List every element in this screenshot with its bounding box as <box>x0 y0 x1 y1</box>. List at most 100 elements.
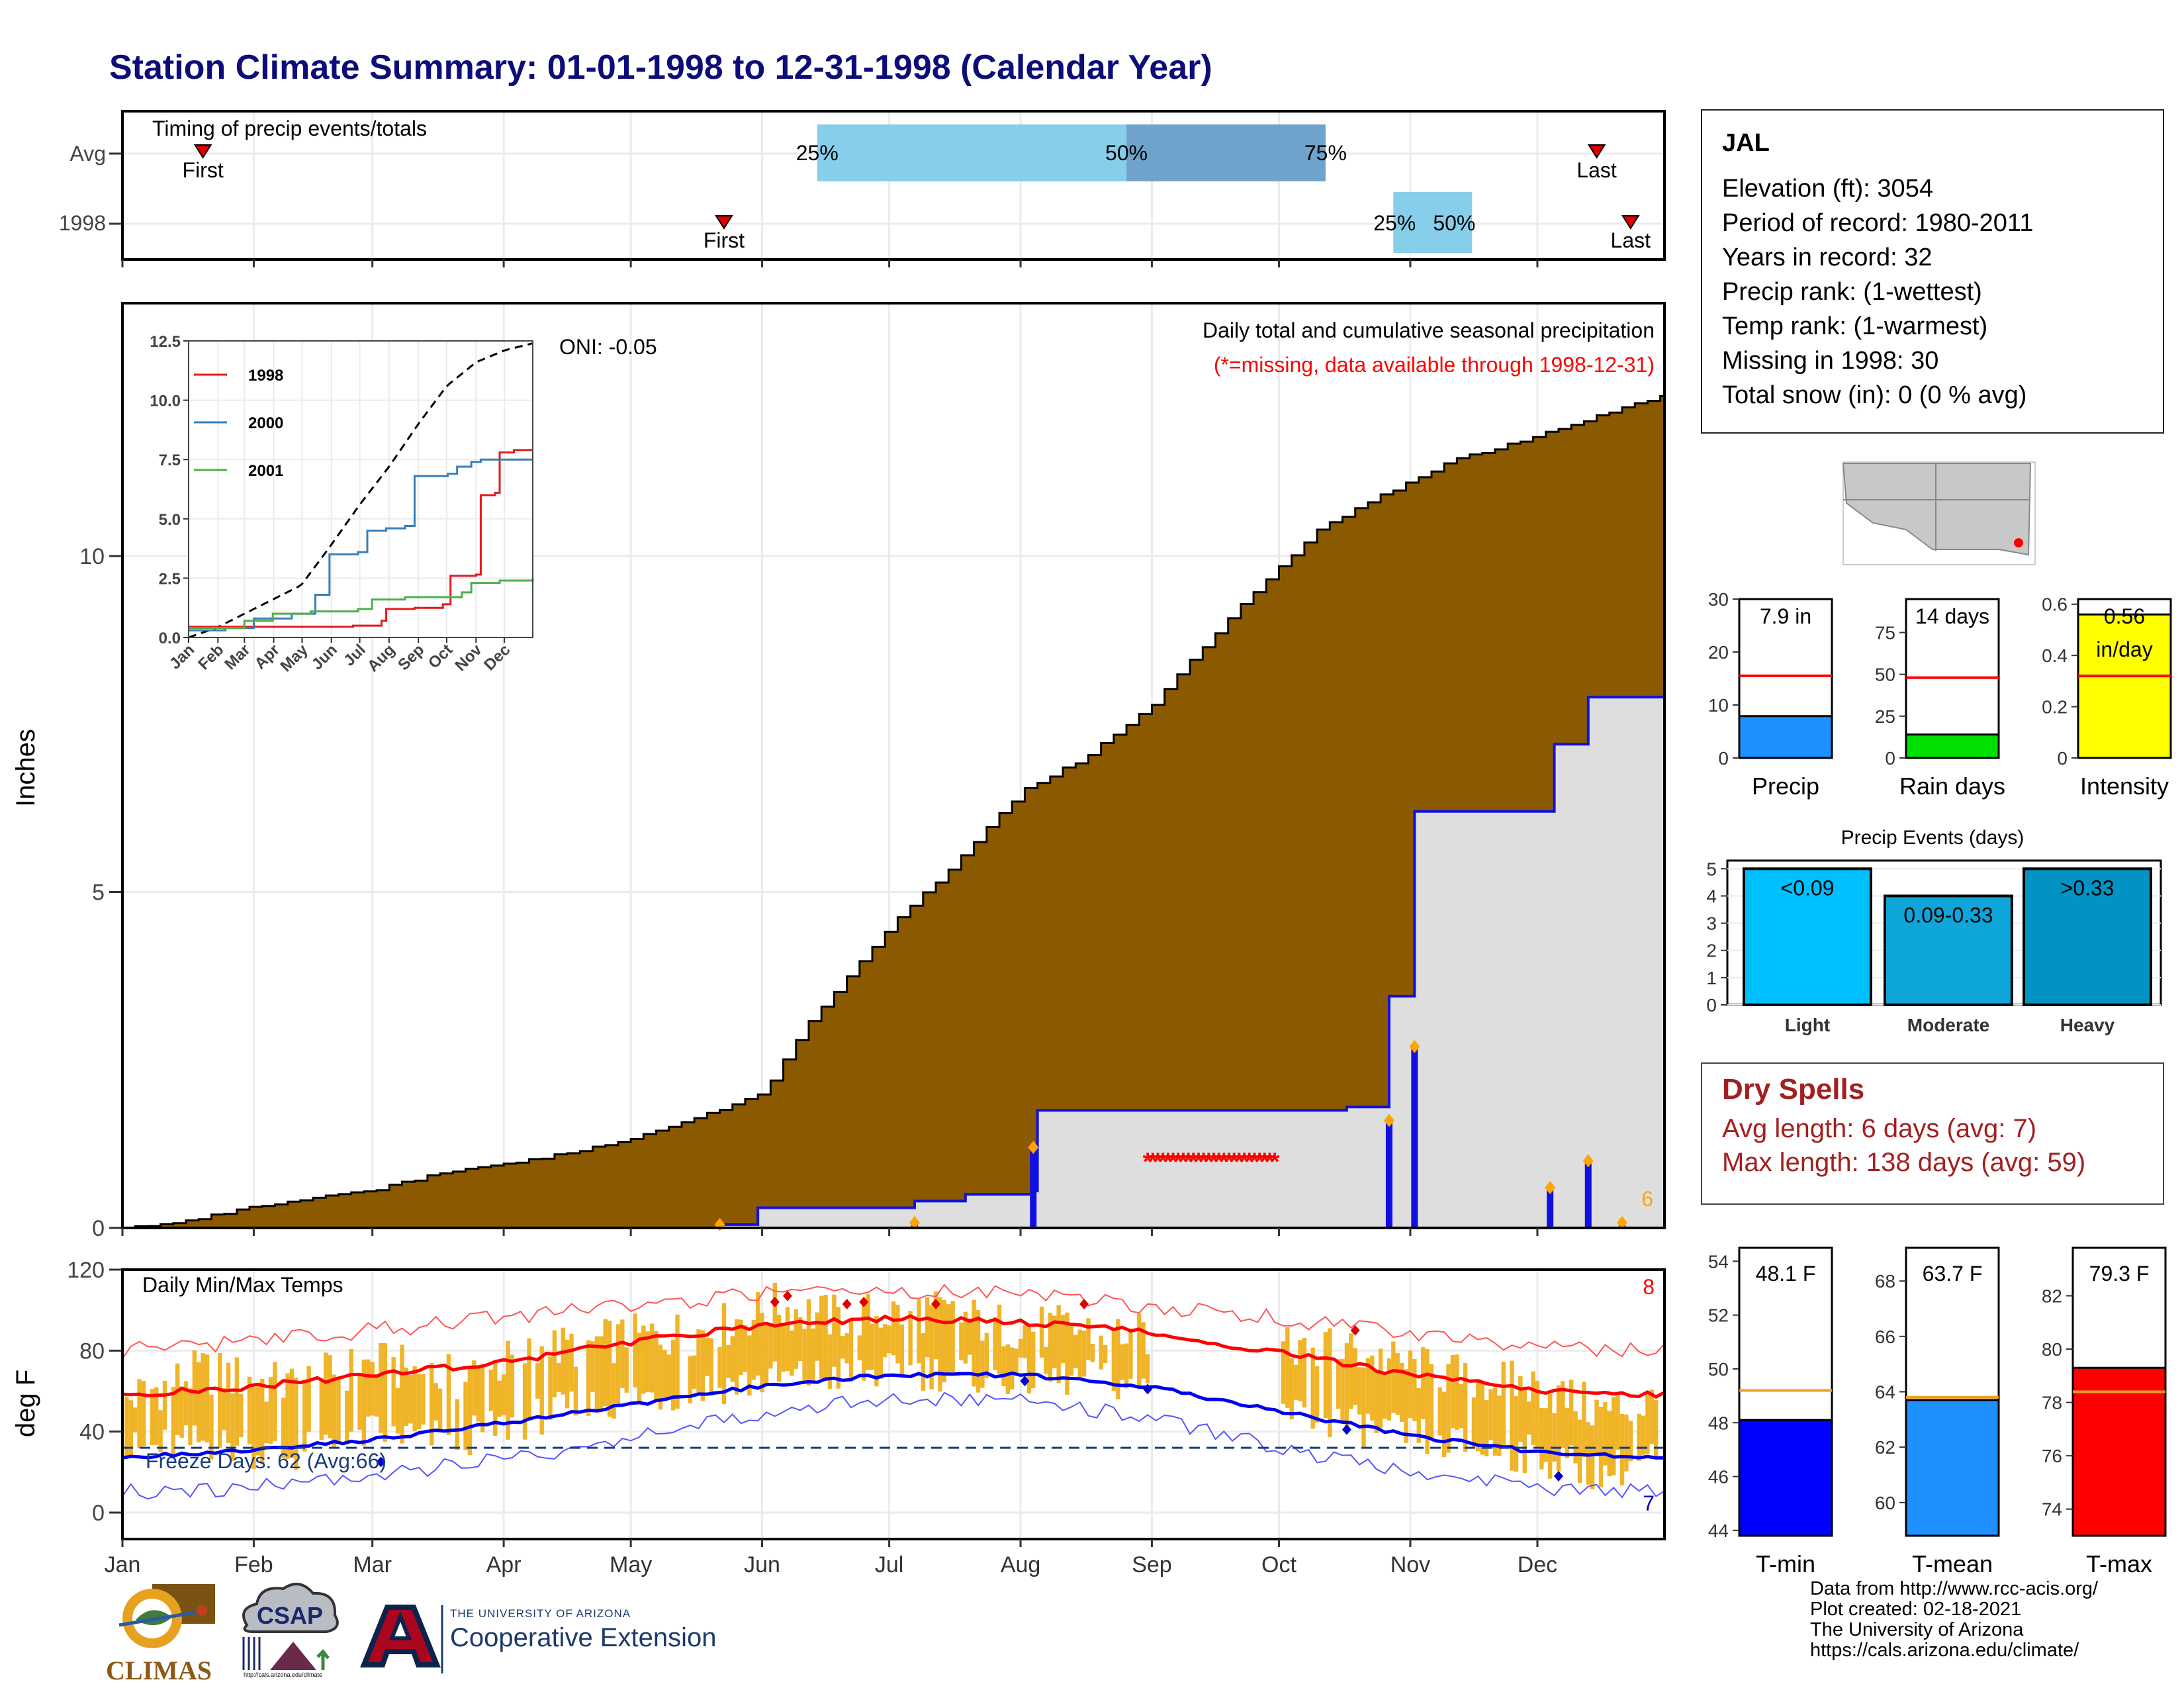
temp-ytick-label: 82 <box>2042 1286 2062 1307</box>
daily-temp-range-bar <box>361 1359 367 1446</box>
daily-temp-range-bar <box>264 1401 269 1444</box>
inset-ytick-label: 5.0 <box>159 511 181 529</box>
daily-temp-range-bar <box>1450 1354 1455 1429</box>
year-first-marker <box>715 215 733 230</box>
daily-temp-range-bar <box>984 1333 989 1378</box>
inset-border <box>188 340 533 638</box>
daily-temp-range-bar <box>416 1374 422 1429</box>
year-first-label: First <box>704 228 745 252</box>
station-line-years: Years in record: 32 <box>1722 244 1933 271</box>
temp-ytick-label: 54 <box>1708 1251 1729 1272</box>
daily-temp-range-bar <box>1492 1387 1498 1456</box>
daily-precip-marker <box>1409 1039 1420 1053</box>
daily-temp-range-bar <box>1387 1358 1392 1421</box>
daily-temp-range-bar <box>522 1363 527 1440</box>
missing-data-marker: * <box>1270 1149 1280 1176</box>
inset-series-line-2001 <box>189 578 534 630</box>
daily-temp-range-bar <box>1018 1338 1023 1358</box>
daily-temp-range-bar <box>827 1334 833 1389</box>
page-title: Station Climate Summary: 01-01-1998 to 1… <box>109 48 1212 87</box>
daily-temp-range-bar <box>510 1354 515 1418</box>
daily-temp-range-bar <box>670 1339 676 1411</box>
precip-ytick-label: 5 <box>92 880 105 906</box>
daily-temp-range-bar <box>870 1323 875 1370</box>
daily-temp-range-bar <box>205 1354 210 1443</box>
month-axis-label: Apr <box>486 1552 522 1577</box>
csap-text: CSAP <box>257 1602 323 1629</box>
temps-ytick-label: 0 <box>92 1501 105 1526</box>
daily-temp-range-bar <box>294 1378 298 1470</box>
temp-ytick-label: 44 <box>1708 1521 1729 1541</box>
daily-temp-range-bar <box>1023 1325 1027 1358</box>
daily-temp-range-bar <box>705 1337 709 1376</box>
freeze-days-label: Freeze Days: 62 (Avg:66) <box>146 1449 387 1473</box>
daily-temp-range-bar <box>599 1336 604 1411</box>
daily-temp-range-bar <box>721 1303 727 1405</box>
precip-stat-value: 14 days <box>1915 604 1989 628</box>
daily-temp-range-bar <box>899 1324 905 1377</box>
daily-temp-range-bar <box>878 1327 883 1379</box>
daily-temp-range-bar <box>251 1387 256 1470</box>
daily-temp-range-bar <box>230 1393 235 1461</box>
missing-data-marker: * <box>1259 1149 1269 1176</box>
daily-temp-range-bar <box>1446 1364 1451 1453</box>
temp-ytick-label: 64 <box>1875 1382 1895 1403</box>
daily-temp-range-bar <box>624 1347 629 1393</box>
daily-temp-range-bar <box>615 1324 621 1407</box>
temps-cold-count: 7 <box>1643 1491 1655 1515</box>
temp-stat-value: 63.7 F <box>1923 1262 1983 1286</box>
daily-temp-range-bar <box>1603 1401 1608 1466</box>
daily-temp-range-bar <box>324 1352 328 1435</box>
year-cumulative-precip-area <box>122 697 1664 1228</box>
avg-min-temp-line <box>122 1371 1665 1460</box>
record-high-marker <box>782 1290 792 1301</box>
daily-temp-range-bar <box>959 1322 964 1360</box>
avg-q50-q75-bar <box>1126 124 1326 181</box>
daily-temp-range-bar <box>1547 1393 1553 1479</box>
temps-ytick-label: 80 <box>79 1338 105 1364</box>
daily-temp-range-bar <box>755 1291 760 1376</box>
precip-stat-value-bar <box>1905 733 2000 759</box>
region-map-shape <box>1842 463 2032 556</box>
daily-temp-range-bar <box>1056 1305 1061 1383</box>
daily-temp-range-bar <box>1116 1319 1120 1399</box>
temp-value-bar <box>2071 1366 2167 1537</box>
daily-temp-range-bar <box>1103 1344 1108 1363</box>
daily-temp-range-bar <box>751 1319 756 1380</box>
precip-stat-value: 0.56 <box>2104 604 2145 628</box>
avg-q25-label: 25% <box>796 141 839 165</box>
daily-temp-range-bar <box>1310 1347 1315 1429</box>
daily-temp-range-bar <box>201 1353 205 1441</box>
precip-stat-value-bar <box>2077 613 2172 759</box>
daily-temp-range-bar <box>1077 1329 1082 1378</box>
daily-temp-range-bar <box>1641 1415 1646 1455</box>
daily-temp-range-bar <box>1488 1389 1493 1440</box>
daily-temp-range-bar <box>1137 1313 1142 1387</box>
temp-ytick-label: 78 <box>2042 1393 2062 1413</box>
daily-temp-range-bar <box>446 1354 451 1435</box>
record-min-line <box>122 1391 1665 1500</box>
daily-temp-range-bar <box>1111 1329 1116 1391</box>
daily-temp-range-bar <box>430 1362 434 1446</box>
daily-temp-range-bar <box>590 1341 595 1393</box>
daily-temp-range-bar <box>357 1374 362 1430</box>
year-last-label: Last <box>1611 228 1651 252</box>
daily-temp-range-bar <box>857 1335 862 1361</box>
precip-title: Daily total and cumulative seasonal prec… <box>1203 318 1655 342</box>
station-location-marker <box>2014 538 2023 547</box>
daily-temp-range-bar <box>734 1319 739 1395</box>
daily-temp-range-bar <box>891 1301 896 1356</box>
daily-temp-range-bar <box>1590 1425 1595 1490</box>
daily-temp-range-bar <box>925 1297 930 1358</box>
daily-temp-range-bar <box>882 1324 887 1358</box>
daily-temp-range-bar <box>1340 1358 1345 1424</box>
inset-ytick-label: 12.5 <box>150 333 181 351</box>
daily-temp-range-bar <box>607 1321 612 1417</box>
daily-temp-range-bar <box>183 1381 189 1426</box>
csap-url: http://cals.arizona.edu/climate <box>244 1671 322 1678</box>
daily-temp-range-bar <box>662 1350 667 1401</box>
missing-data-marker: * <box>1189 1149 1199 1176</box>
daily-precip-marker <box>1582 1154 1594 1168</box>
daily-temp-range-bar <box>743 1325 748 1372</box>
daily-precip-bar <box>1411 1046 1418 1228</box>
